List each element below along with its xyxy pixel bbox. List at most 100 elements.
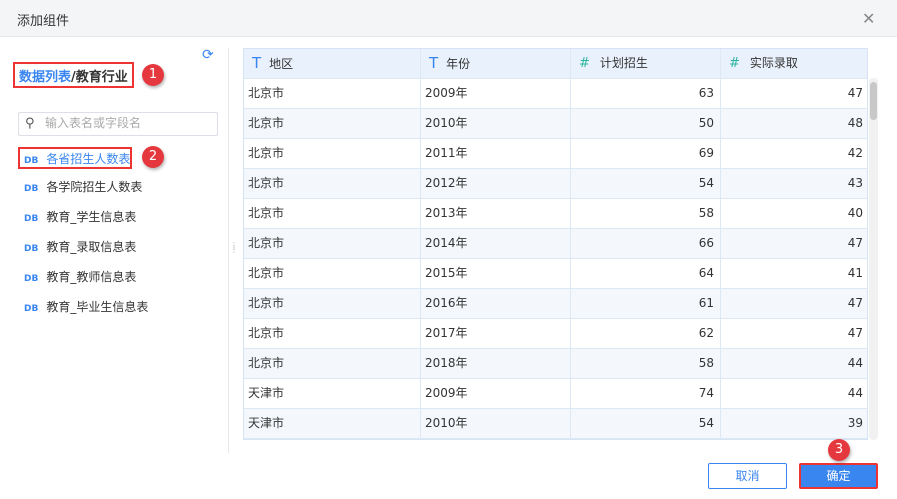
table-cell: 北京市	[244, 229, 421, 259]
table-header: T 地区 T 年份 # 计划招生 # 实际录取	[244, 49, 867, 79]
search-icon: ⚲	[25, 116, 35, 131]
table-cell	[721, 439, 868, 440]
column-label: 地区	[269, 57, 294, 71]
number-type-icon: #	[729, 56, 740, 71]
table-name: 各省招生人数表	[46, 152, 131, 166]
table-cell: 47	[847, 86, 863, 100]
scrollbar-thumb[interactable]	[870, 82, 877, 120]
table-cell: 天津市	[244, 409, 421, 439]
number-type-icon: #	[579, 56, 590, 71]
table-cell: 64	[571, 259, 721, 289]
table-row: 北京市 2011年 69 42	[244, 139, 867, 169]
table-row: 北京市 2016年 61 47	[244, 289, 867, 319]
table-name: 教育_录取信息表	[46, 240, 137, 254]
annotation-badge-3: 3	[828, 439, 850, 461]
database-icon: DB	[24, 244, 39, 254]
table-cell: 2011年	[421, 139, 571, 169]
search-input[interactable]	[45, 116, 210, 130]
table-name: 教育_教师信息表	[46, 270, 137, 284]
table-cell: 2013年	[421, 199, 571, 229]
text-type-icon: T	[252, 54, 262, 72]
table-list-item[interactable]: DB 教育_学生信息表	[18, 207, 136, 229]
table-name: 教育_学生信息表	[46, 210, 137, 224]
table-row: 天津市 2010年 54 39	[244, 409, 867, 439]
table-cell: 42	[847, 146, 863, 160]
table-search[interactable]: ⚲	[18, 112, 218, 136]
table-row: 北京市 2015年 64 41	[244, 259, 867, 289]
table-cell: 北京市	[244, 169, 421, 199]
table-cell: 北京市	[244, 319, 421, 349]
table-cell: 74	[571, 379, 721, 409]
table-row: 北京市 2012年 54 43	[244, 169, 867, 199]
table-cell: 北京市	[244, 289, 421, 319]
table-row	[244, 439, 868, 440]
table-cell: 2010年	[421, 409, 571, 439]
annotation-badge-2: 2	[142, 146, 164, 168]
breadcrumb-current: 教育行业	[75, 70, 128, 85]
table-cell: 47	[847, 296, 863, 310]
database-icon: DB	[24, 156, 39, 166]
table-name: 教育_毕业生信息表	[46, 300, 149, 314]
column-header: T 年份	[421, 49, 571, 79]
table-cell: 39	[847, 416, 863, 430]
table-cell	[421, 439, 571, 440]
table-cell: 63	[571, 79, 721, 109]
database-icon: DB	[24, 304, 39, 314]
database-icon: DB	[24, 184, 39, 194]
table-cell: 43	[847, 176, 863, 190]
table-list-item[interactable]: DB 各学院招生人数表	[18, 177, 142, 199]
resize-handle[interactable]: ⋮ ⋮	[230, 241, 238, 254]
refresh-icon[interactable]: ⟳	[202, 47, 214, 63]
table-list-item[interactable]: DB 各省招生人数表	[18, 147, 133, 169]
column-header: # 实际录取	[721, 49, 867, 79]
table-cell	[571, 439, 721, 440]
cancel-button[interactable]: 取消	[708, 463, 787, 489]
table-cell: 58	[571, 349, 721, 379]
table-cell: 北京市	[244, 259, 421, 289]
database-icon: DB	[24, 274, 39, 284]
table-cell: 北京市	[244, 139, 421, 169]
column-header: T 地区	[244, 49, 421, 79]
table-cell: 2014年	[421, 229, 571, 259]
table-cell: 2009年	[421, 79, 571, 109]
table-row: 北京市 2010年 50 48	[244, 109, 867, 139]
table-cell: 2018年	[421, 349, 571, 379]
column-header: # 计划招生	[571, 49, 721, 79]
table-name: 各学院招生人数表	[46, 180, 143, 194]
table-cell: 44	[847, 356, 863, 370]
annotation-badge-1: 1	[142, 64, 164, 86]
table-cell: 47	[847, 236, 863, 250]
table-list-item[interactable]: DB 教育_录取信息表	[18, 237, 136, 259]
table-cell: 44	[847, 386, 863, 400]
table-cell: 天津市	[244, 379, 421, 409]
breadcrumb-root[interactable]: 数据列表	[19, 70, 72, 85]
table-row: 北京市 2017年 62 47	[244, 319, 867, 349]
table-cell: 54	[571, 169, 721, 199]
text-type-icon: T	[429, 54, 439, 72]
table-cell: 48	[847, 116, 863, 130]
table-cell: 2009年	[421, 379, 571, 409]
column-label: 年份	[446, 57, 471, 71]
table-cell: 北京市	[244, 109, 421, 139]
column-label: 实际录取	[749, 56, 798, 70]
table-row: 北京市 2013年 58 40	[244, 199, 867, 229]
table-cell: 2015年	[421, 259, 571, 289]
table-cell: 41	[847, 266, 863, 280]
table-cell: 54	[571, 409, 721, 439]
close-icon[interactable]: ✕	[862, 9, 876, 28]
table-cell	[244, 439, 421, 440]
table-cell: 北京市	[244, 349, 421, 379]
table-cell: 北京市	[244, 199, 421, 229]
breadcrumb-separator: /	[71, 70, 76, 85]
table-cell: 2017年	[421, 319, 571, 349]
table-row: 北京市 2009年 63 47	[244, 79, 867, 109]
table-row: 北京市 2014年 66 47	[244, 229, 867, 259]
confirm-button[interactable]: 确定	[799, 463, 878, 489]
table-list-item[interactable]: DB 教育_毕业生信息表	[18, 297, 148, 319]
data-preview-table: T 地区 T 年份 # 计划招生 # 实际录取 北京市 2009年 63 47 北京市 2010年 50 4…	[243, 48, 868, 440]
panel-divider	[228, 48, 229, 453]
table-scrollbar[interactable]	[869, 78, 878, 440]
table-list-item[interactable]: DB 教育_教师信息表	[18, 267, 136, 289]
dialog-title: 添加组件	[17, 14, 70, 29]
table-cell: 61	[571, 289, 721, 319]
